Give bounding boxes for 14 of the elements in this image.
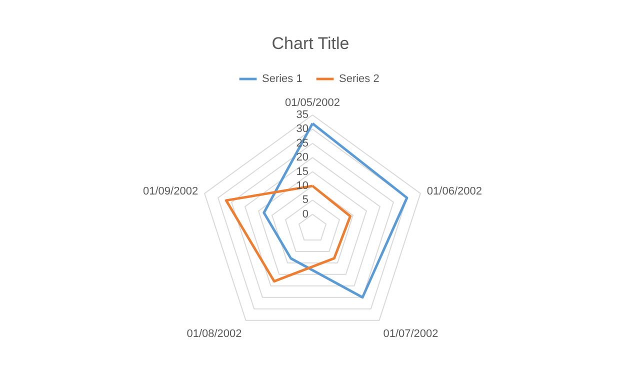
y-tick-label: 15 <box>296 166 308 178</box>
y-tick-label: 20 <box>296 152 308 164</box>
spoke-label: 01/06/2002 <box>426 185 482 198</box>
y-tick-label: 30 <box>296 123 308 136</box>
legend-label: Series 2 <box>339 73 380 85</box>
spoke-label: 01/08/2002 <box>186 328 242 340</box>
spoke-label: 01/07/2002 <box>383 328 438 340</box>
y-tick-label: 5 <box>302 194 308 206</box>
spoke-label: 01/05/2002 <box>284 97 340 110</box>
y-tick-label: 0 <box>302 208 308 220</box>
spoke-label: 01/09/2002 <box>143 185 198 198</box>
legend-label: Series 1 <box>262 73 302 85</box>
chart-title: Chart Title <box>272 34 350 53</box>
y-tick-label: 35 <box>296 109 308 121</box>
